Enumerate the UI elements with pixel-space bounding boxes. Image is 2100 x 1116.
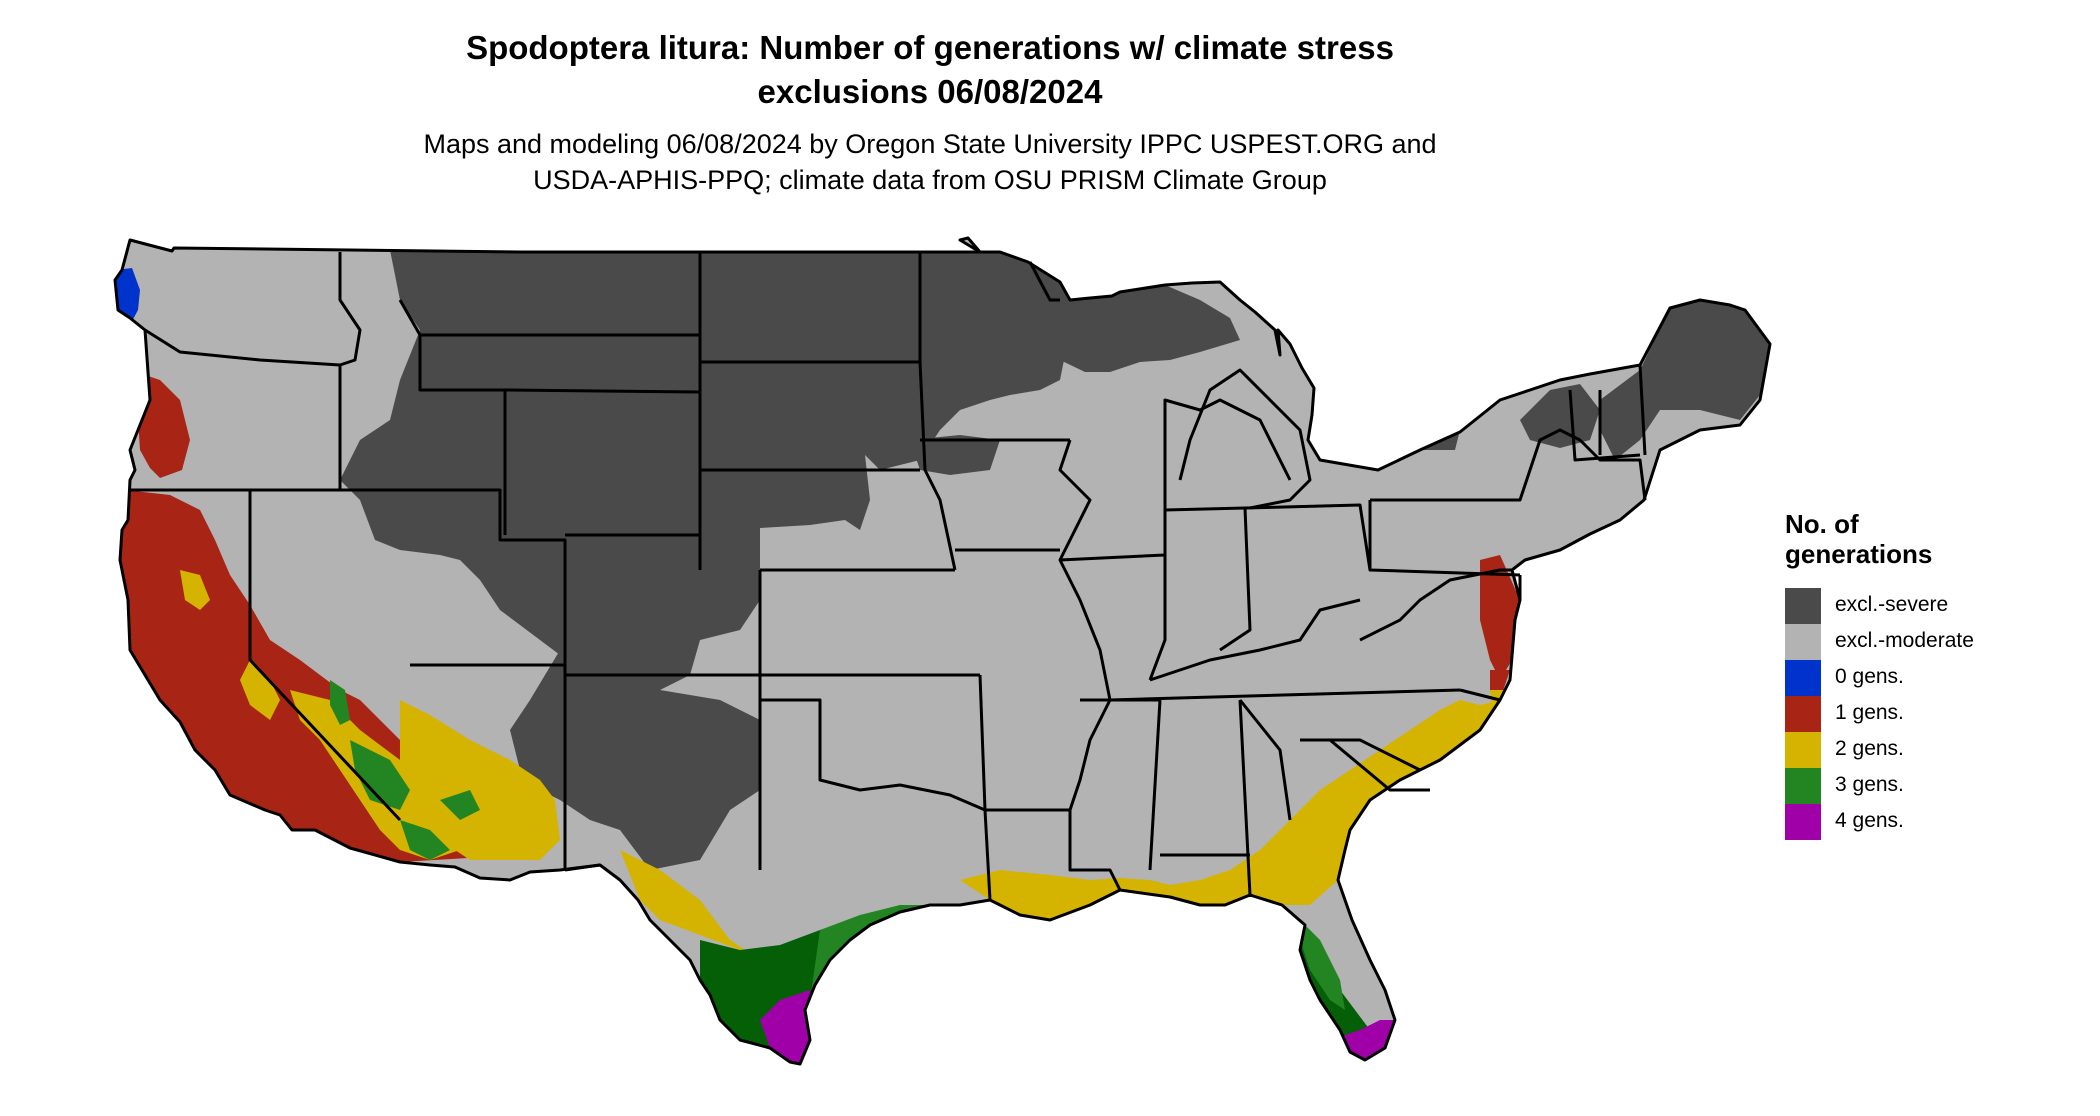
legend-swatch <box>1785 588 1821 624</box>
map-subtitle-line2: USDA-APHIS-PPQ; climate data from OSU PR… <box>533 165 1327 195</box>
legend-title-line1: No. of <box>1785 509 1859 539</box>
zone-gen3 <box>330 680 480 860</box>
legend-label: 4 gens. <box>1835 809 1904 832</box>
legend-swatch <box>1785 660 1821 696</box>
zone-gen4 <box>760 990 1395 1064</box>
legend-label: 3 gens. <box>1835 773 1904 796</box>
legend-label: 0 gens. <box>1835 665 1904 688</box>
legend-title-line2: generations <box>1785 539 1933 569</box>
legend-swatch <box>1785 696 1821 732</box>
zone-gen3-gulf-2 <box>810 895 1345 1050</box>
legend-label: excl.-moderate <box>1835 629 1974 652</box>
legend-swatch <box>1785 804 1821 840</box>
map-title-line1: Spodoptera litura: Number of generations… <box>466 29 1394 66</box>
legend-swatch <box>1785 624 1821 660</box>
map-title-line2: exclusions 06/08/2024 <box>757 73 1103 110</box>
legend-label: excl.-severe <box>1835 593 1949 616</box>
legend-swatch <box>1785 768 1821 804</box>
state-borders <box>113 236 1772 1066</box>
map-subtitle-line1: Maps and modeling 06/08/2024 by Oregon S… <box>423 129 1437 159</box>
legend-label: 2 gens. <box>1835 737 1904 760</box>
legend-swatch <box>1785 732 1821 768</box>
legend-label: 1 gens. <box>1835 701 1904 724</box>
